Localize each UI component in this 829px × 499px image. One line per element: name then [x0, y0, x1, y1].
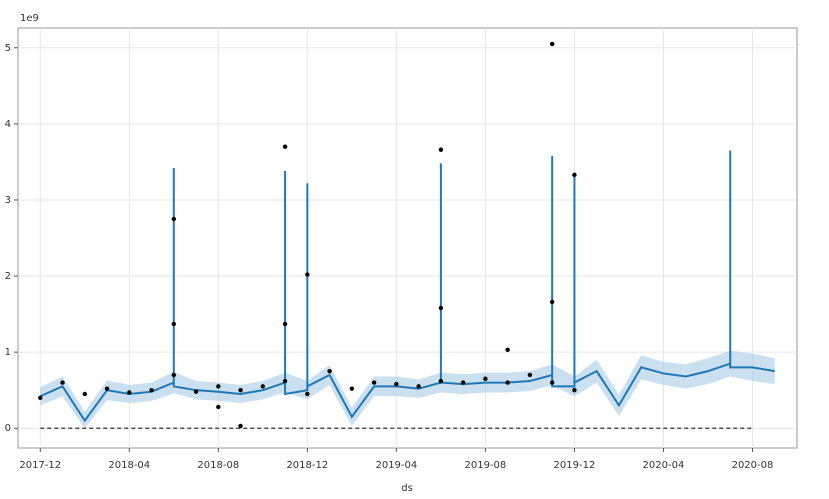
actual-point [216, 404, 221, 410]
actual-point [438, 147, 444, 152]
actual-point [104, 386, 110, 391]
x-tick-label: 2020-08 [732, 460, 774, 471]
actual-point [171, 321, 176, 327]
actual-point [327, 368, 332, 374]
x-axis-label: ds [401, 483, 413, 494]
actual-point [394, 381, 399, 387]
actual-point [483, 376, 488, 381]
y-tick-label: 5 [5, 43, 11, 54]
y-tick-label: 4 [5, 119, 11, 130]
y-offset-label: 1e9 [20, 13, 39, 24]
uncertainty-band [40, 350, 775, 429]
actual-point [305, 272, 310, 277]
y-tick-label: 3 [5, 195, 11, 206]
actual-point [260, 384, 266, 389]
actual-point [238, 387, 243, 393]
x-tick-label: 2019-12 [554, 460, 596, 471]
y-tick-label: 0 [5, 423, 11, 434]
actual-point [527, 372, 533, 378]
actual-point [149, 387, 154, 393]
actual-point [171, 216, 176, 222]
actual-point [505, 380, 510, 385]
actual-point [572, 172, 577, 178]
actual-point [282, 378, 288, 384]
x-tick-label: 2019-04 [375, 460, 417, 471]
actual-point [82, 391, 87, 397]
actual-point [60, 380, 65, 385]
forecast-line [39, 150, 775, 423]
actual-point [127, 390, 132, 395]
x-tick-label: 2018-04 [108, 460, 150, 471]
x-tick-label: 2020-04 [643, 460, 685, 471]
actual-point [438, 378, 444, 384]
actual-point [505, 347, 510, 353]
actual-point [572, 387, 577, 393]
actual-point [193, 389, 199, 394]
y-tick-label: 2 [5, 271, 11, 282]
y-tick-label: 1 [5, 347, 11, 358]
actual-point [416, 384, 421, 389]
x-tick-label: 2018-08 [197, 460, 239, 471]
actual-point [38, 395, 43, 400]
actual-point [371, 380, 377, 385]
actual-point [549, 380, 555, 385]
actual-point [349, 386, 355, 391]
actual-point [171, 372, 176, 378]
actual-point [305, 391, 310, 397]
actual-point [460, 380, 466, 385]
x-tick-label: 2017-12 [19, 460, 61, 471]
actual-point [549, 41, 555, 47]
actual-point [438, 305, 444, 311]
actual-point [549, 299, 555, 305]
actual-point [282, 321, 288, 327]
actual-point [282, 144, 288, 149]
actual-point [216, 384, 221, 389]
actual-point [238, 423, 243, 429]
x-tick-label: 2018-12 [286, 460, 328, 471]
x-tick-label: 2019-08 [465, 460, 507, 471]
